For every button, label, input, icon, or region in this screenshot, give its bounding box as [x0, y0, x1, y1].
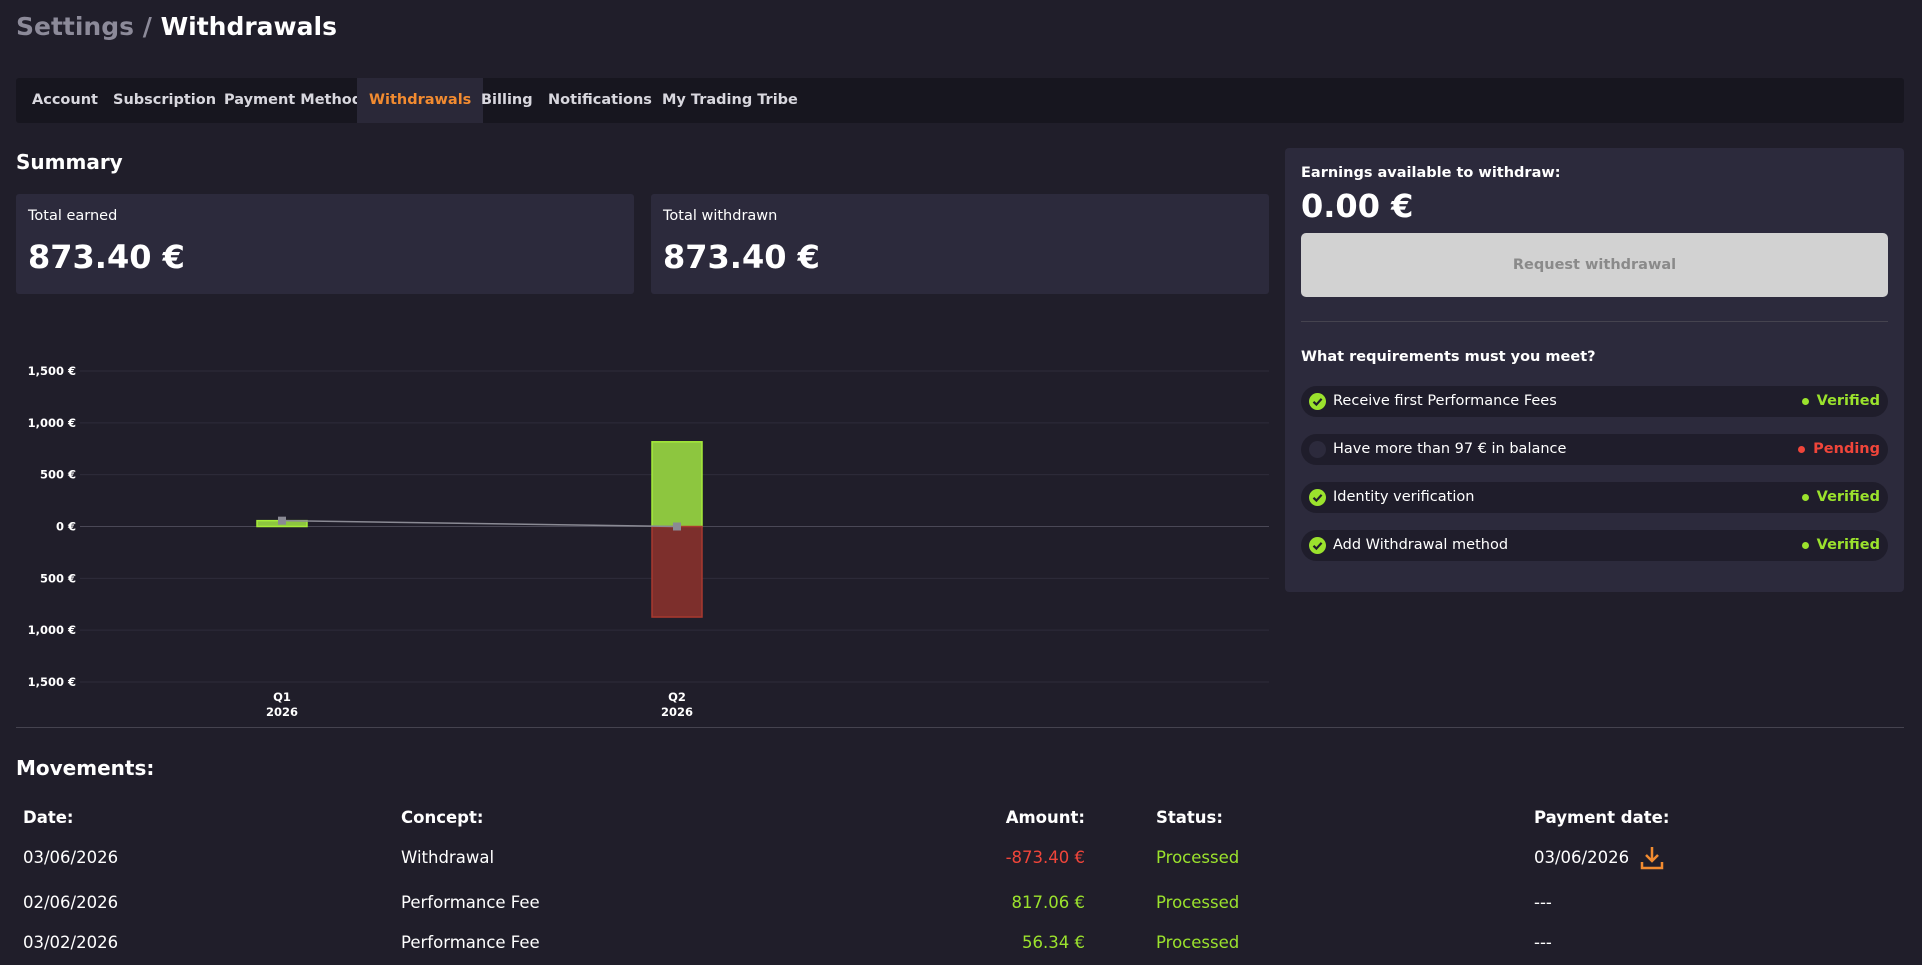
summary-card: Total withdrawn 873.40 € — [651, 194, 1269, 294]
x-tick-label: 2026 — [266, 705, 298, 719]
tab[interactable]: My Trading Tribe — [662, 92, 798, 108]
status-dot — [1802, 542, 1809, 549]
table-cell: Performance Fee — [401, 933, 540, 952]
requirement-status: Verified — [1816, 489, 1880, 505]
line — [281, 519, 678, 528]
column-header: Amount: — [1005, 808, 1085, 827]
check-icon — [1309, 441, 1326, 458]
table-cell: Performance Fee — [401, 893, 540, 912]
requirement-row: Add Withdrawal method Verified — [1301, 530, 1888, 561]
breadcrumb[interactable]: Settings / — [16, 12, 152, 41]
table-cell: 56.34 € — [1022, 933, 1085, 952]
available-value: 0.00 € — [1301, 187, 1414, 225]
download-icon[interactable] — [1639, 845, 1665, 875]
card-label: Total withdrawn — [663, 208, 778, 224]
y-tick-label: 0 € — [56, 520, 76, 534]
card-value: 873.40 € — [28, 238, 185, 276]
column-header: Date: — [23, 808, 74, 827]
requirement-text: Add Withdrawal method — [1333, 537, 1509, 553]
column-header: Payment date: — [1534, 808, 1670, 827]
table-cell: Processed — [1156, 848, 1240, 867]
status-dot — [1798, 446, 1805, 453]
table-cell: Withdrawal — [401, 848, 495, 867]
card-value: 873.40 € — [663, 238, 820, 276]
status-dot — [1802, 494, 1809, 501]
tab[interactable]: Billing — [481, 92, 533, 108]
check-icon — [1309, 393, 1326, 410]
y-tick-label: 500 € — [40, 571, 76, 585]
column-header: Concept: — [401, 808, 484, 827]
check-mark — [1312, 542, 1323, 551]
divider — [16, 727, 1904, 728]
requirement-status: Verified — [1816, 537, 1880, 553]
check-icon — [1309, 537, 1326, 554]
download-glyph — [1640, 847, 1664, 870]
line-point — [278, 516, 286, 525]
withdraw-panel: Earnings available to withdraw: 0.00 € R… — [1285, 148, 1904, 592]
table-cell: 02/06/2026 — [23, 893, 119, 912]
movements-title: Movements: — [16, 756, 155, 780]
table-cell: --- — [1534, 933, 1552, 952]
tab[interactable]: Subscription — [113, 92, 217, 108]
line-point — [673, 522, 681, 531]
table-cell: -873.40 € — [1005, 848, 1085, 867]
chart: 1,500 € 1,000 € 500 € 0 € 500 € 1,000 € 1,500 … — [28, 364, 1269, 719]
bar — [651, 441, 703, 528]
y-tick-label: 1,500 € — [28, 675, 76, 689]
requirements-title: What requirements must you meet? — [1301, 349, 1596, 365]
table-cell: 03/06/2026 — [1534, 848, 1630, 867]
tab[interactable]: Account — [32, 92, 98, 108]
divider — [1301, 321, 1888, 322]
table-cell: --- — [1534, 893, 1552, 912]
check-icon — [1309, 489, 1326, 506]
x-tick-label: Q1 — [273, 690, 291, 704]
request-button[interactable]: Request withdrawal — [1301, 233, 1888, 297]
title-current: Withdrawals — [160, 12, 337, 41]
check-mark — [1312, 494, 1323, 503]
y-tick-label: 1,000 € — [28, 416, 76, 430]
tab[interactable]: Withdrawals — [357, 78, 484, 123]
y-tick-label: 500 € — [40, 468, 76, 482]
summary-card: Total earned 873.40 € — [16, 194, 634, 294]
status-dot — [1802, 398, 1809, 405]
requirement-status: Pending — [1813, 441, 1880, 457]
y-tick-label: 1,000 € — [28, 623, 76, 637]
tab[interactable]: Payment Method — [224, 92, 363, 108]
column-header: Status: — [1156, 808, 1223, 827]
table-cell: 03/06/2026 — [23, 848, 119, 867]
requirement-status: Verified — [1816, 393, 1880, 409]
table-cell: Processed — [1156, 933, 1240, 952]
tab[interactable]: Notifications — [548, 92, 652, 108]
table-cell: Processed — [1156, 893, 1240, 912]
available-label: Earnings available to withdraw: — [1301, 165, 1561, 181]
requirement-row: Have more than 97 € in balance Pending — [1301, 434, 1888, 465]
x-tick-label: 2026 — [661, 705, 693, 719]
check-mark — [1312, 398, 1323, 407]
summary-title: Summary — [16, 150, 123, 174]
bar — [651, 525, 703, 618]
requirement-text: Identity verification — [1333, 489, 1475, 505]
card-label: Total earned — [28, 208, 118, 224]
requirement-text: Receive first Performance Fees — [1333, 393, 1557, 409]
requirement-row: Identity verification Verified — [1301, 482, 1888, 513]
y-tick-label: 1,500 € — [28, 364, 76, 378]
tab-bar: Account Subscription Payment Method Withdra… — [16, 78, 1904, 123]
requirement-row: Receive first Performance Fees Verified — [1301, 386, 1888, 417]
table-cell: 03/02/2026 — [23, 933, 119, 952]
x-tick-label: Q2 — [668, 690, 686, 704]
page-title: Settings / Withdrawals — [16, 12, 337, 41]
requirement-text: Have more than 97 € in balance — [1333, 441, 1567, 457]
table-cell: 817.06 € — [1011, 893, 1085, 912]
